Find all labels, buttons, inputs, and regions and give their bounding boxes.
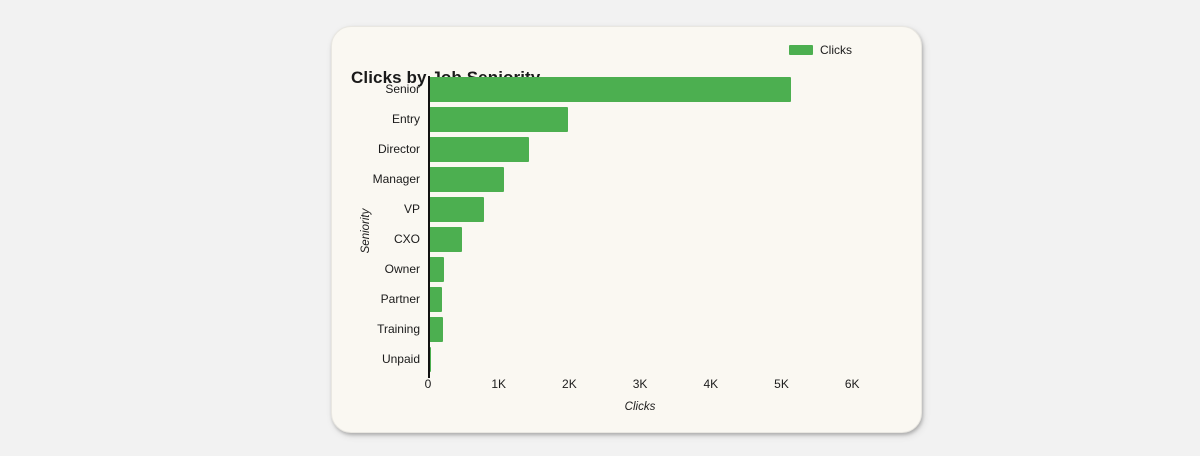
bar-manager[interactable]	[430, 167, 505, 192]
bar-training[interactable]	[430, 317, 443, 342]
plot-area: Seniority Senior Entry Director Manager VP CX…	[332, 27, 921, 432]
category-label-owner: Owner	[384, 262, 420, 276]
bar-cxo[interactable]	[430, 227, 462, 252]
chart-card: Clicks by Job Seniority Clicks Seniority…	[331, 26, 922, 433]
category-label-training: Training	[377, 322, 420, 336]
category-label-manager: Manager	[372, 172, 420, 186]
bar-partner[interactable]	[430, 287, 443, 312]
category-label-partner: Partner	[380, 292, 420, 306]
y-axis-line	[428, 76, 430, 378]
x-axis-title: Clicks	[624, 401, 656, 413]
bar-senior[interactable]	[430, 77, 791, 102]
x-tick-label-4k: 4K	[703, 377, 719, 391]
legend-swatch	[789, 45, 813, 55]
bar-unpaid[interactable]	[430, 347, 431, 372]
category-label-unpaid: Unpaid	[381, 352, 420, 366]
category-label-entry: Entry	[391, 112, 420, 126]
category-label-director: Director	[377, 142, 420, 156]
bar-vp[interactable]	[430, 197, 484, 222]
category-label-vp: VP	[403, 202, 420, 216]
x-tick-label-5k: 5K	[774, 377, 789, 391]
x-tick-label-2k: 2K	[562, 377, 577, 391]
bar-owner[interactable]	[430, 257, 445, 282]
x-tick-label-1k: 1K	[491, 377, 507, 391]
x-tick-label-6k: 6K	[844, 377, 860, 391]
x-tick-label-3k: 3K	[632, 377, 648, 391]
category-label-senior: Senior	[385, 82, 420, 96]
category-label-cxo: CXO	[393, 232, 420, 246]
bar-director[interactable]	[430, 137, 529, 162]
legend-label: Clicks	[820, 43, 852, 57]
x-tick-label-0: 0	[424, 377, 432, 391]
bar-entry[interactable]	[430, 107, 568, 132]
legend-item-clicks[interactable]: Clicks	[789, 43, 852, 57]
